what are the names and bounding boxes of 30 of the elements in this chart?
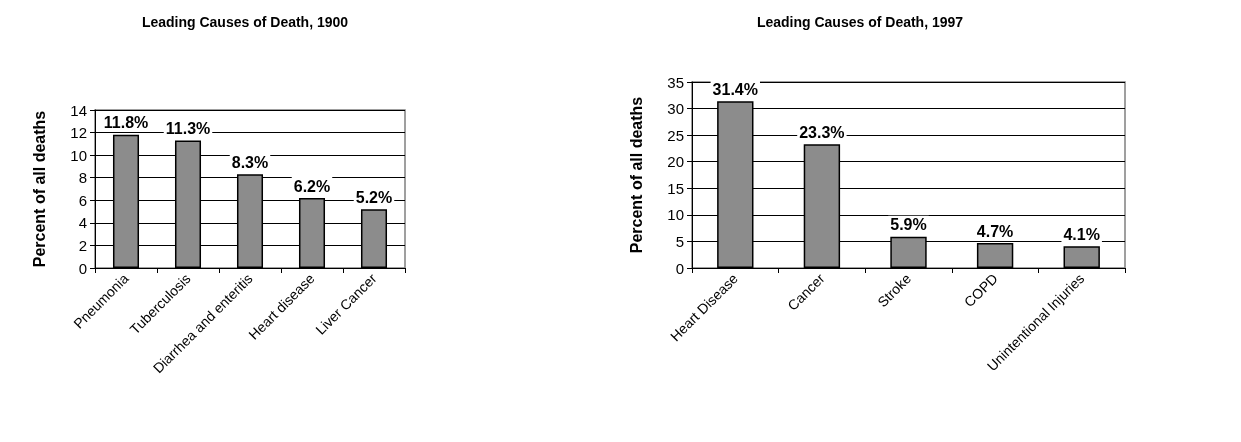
y-tick-label: 35: [667, 73, 684, 91]
y-axis-title: Percent of all deaths: [30, 110, 48, 268]
data-label: 23.3%: [799, 123, 845, 141]
y-tick-label: 12: [70, 124, 87, 142]
chart-title: Leading Causes of Death, 1900: [141, 14, 349, 30]
y-tick-label: 25: [667, 126, 684, 144]
y-tick-label: 8: [78, 169, 87, 187]
y-tick-label: 20: [667, 153, 684, 171]
y-tick-label: 2: [78, 236, 87, 254]
data-label: 11.3%: [165, 119, 211, 137]
data-label: 4.1%: [1063, 225, 1100, 243]
y-tick-label: 15: [667, 179, 684, 197]
chart-title: Leading Causes of Death, 1997: [756, 14, 964, 30]
data-label: 4.7%: [976, 222, 1014, 240]
data-label: 11.8%: [103, 114, 149, 132]
y-tick-label: 0: [675, 259, 684, 277]
data-label: 5.2%: [355, 188, 393, 206]
data-label: 31.4%: [712, 80, 758, 98]
y-tick-label: 30: [667, 100, 684, 118]
data-label: 5.9%: [890, 216, 927, 234]
data-label: 6.2%: [293, 177, 331, 195]
y-tick-label: 0: [78, 259, 87, 277]
y-tick-label: 10: [667, 206, 684, 224]
y-tick-label: 14: [70, 101, 87, 119]
y-axis-title: Percent of all deaths: [627, 96, 645, 254]
y-tick-label: 5: [675, 232, 684, 250]
y-tick-label: 6: [78, 191, 87, 209]
data-label: 8.3%: [231, 153, 269, 171]
y-tick-label: 4: [78, 214, 87, 232]
y-tick-label: 10: [70, 146, 87, 164]
